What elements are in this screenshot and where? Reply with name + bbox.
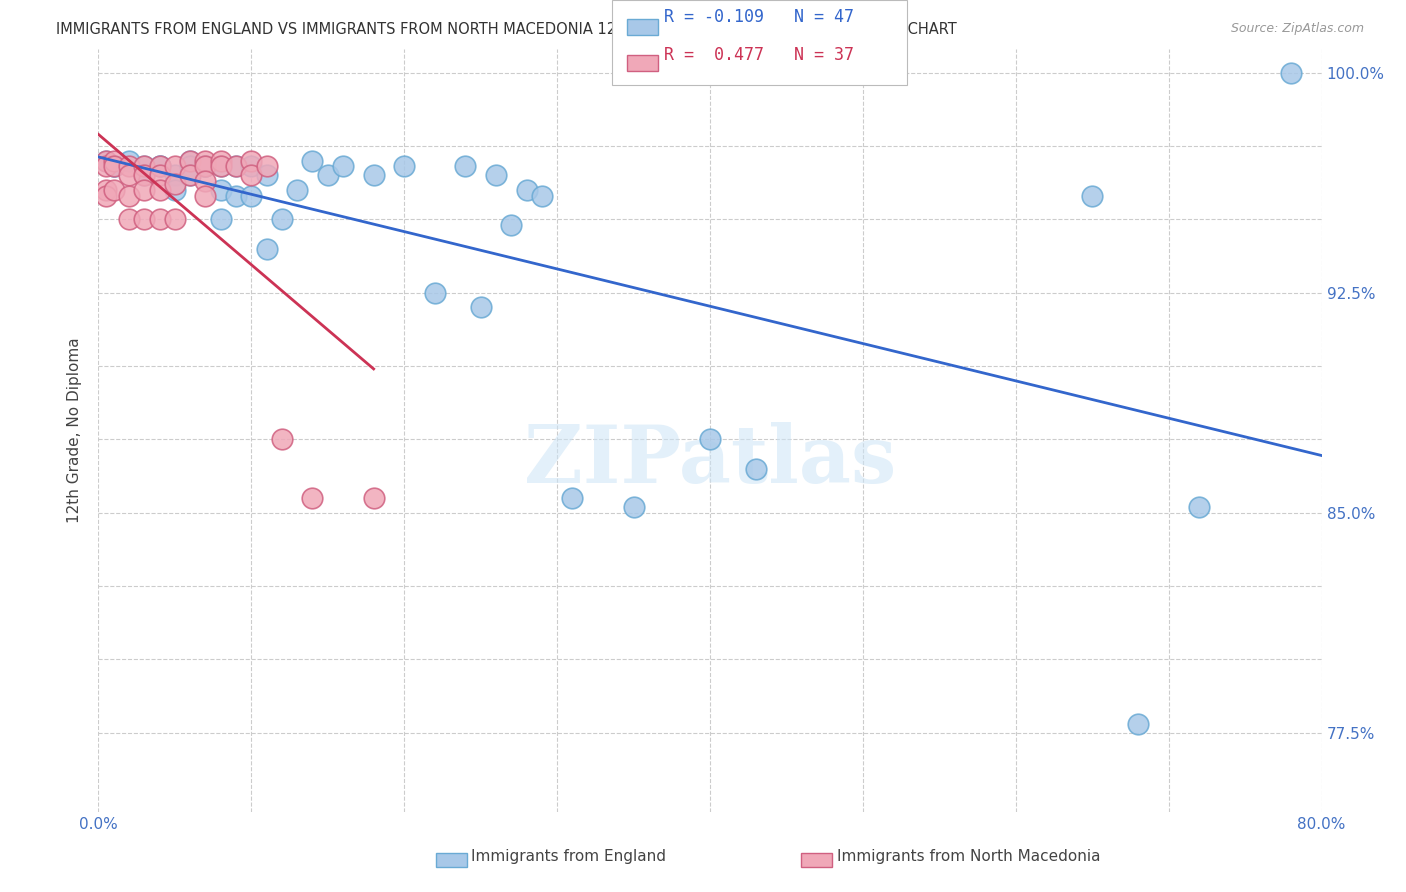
Point — [163, 177, 186, 191]
Point — [363, 491, 385, 505]
Point — [225, 188, 247, 202]
Point — [209, 160, 232, 174]
Text: Immigrants from North Macedonia: Immigrants from North Macedonia — [837, 849, 1099, 863]
Point — [301, 491, 323, 505]
Point — [240, 153, 263, 168]
Text: R = -0.109   N = 47: R = -0.109 N = 47 — [664, 8, 853, 27]
Point — [194, 174, 217, 188]
Point — [103, 153, 125, 168]
Point — [516, 183, 538, 197]
Point — [423, 285, 446, 300]
Point — [1279, 65, 1302, 79]
Point — [149, 160, 172, 174]
Point — [301, 153, 323, 168]
Point — [209, 212, 232, 227]
Point — [103, 160, 125, 174]
Point — [209, 160, 232, 174]
Point — [1081, 188, 1104, 202]
Point — [149, 160, 172, 174]
Point — [316, 168, 339, 182]
Point — [179, 168, 201, 182]
Point — [194, 160, 217, 174]
Point — [332, 160, 354, 174]
Point — [256, 160, 278, 174]
Point — [363, 168, 385, 182]
Point — [194, 160, 217, 174]
Point — [118, 168, 141, 182]
Point — [470, 300, 492, 314]
Point — [454, 160, 477, 174]
Point — [270, 432, 292, 446]
Point — [103, 160, 125, 174]
Point — [134, 183, 156, 197]
Point — [179, 153, 201, 168]
Point — [225, 160, 247, 174]
Point — [1128, 716, 1150, 731]
Point — [149, 183, 172, 197]
Point — [392, 160, 416, 174]
Point — [163, 168, 186, 182]
Point — [623, 500, 645, 514]
Point — [94, 188, 117, 202]
Point — [94, 160, 117, 174]
Point — [118, 188, 141, 202]
Point — [94, 153, 117, 168]
Text: Source: ZipAtlas.com: Source: ZipAtlas.com — [1230, 22, 1364, 36]
Point — [240, 168, 263, 182]
Point — [118, 160, 141, 174]
Point — [134, 168, 156, 182]
Point — [179, 160, 201, 174]
Point — [163, 160, 186, 174]
Point — [194, 153, 217, 168]
Point — [118, 212, 141, 227]
Text: Immigrants from England: Immigrants from England — [471, 849, 666, 863]
Y-axis label: 12th Grade, No Diploma: 12th Grade, No Diploma — [67, 337, 83, 524]
Point — [1188, 500, 1211, 514]
Point — [103, 183, 125, 197]
Point — [194, 188, 217, 202]
Point — [745, 461, 768, 475]
Point — [194, 160, 217, 174]
Point — [149, 212, 172, 227]
Point — [149, 168, 172, 182]
Point — [240, 188, 263, 202]
Point — [285, 183, 308, 197]
Text: ZIPatlas: ZIPatlas — [524, 422, 896, 500]
Point — [256, 242, 278, 256]
Point — [209, 153, 232, 168]
Point — [118, 153, 141, 168]
Point — [485, 168, 508, 182]
Point — [209, 183, 232, 197]
Point — [179, 153, 201, 168]
Point — [225, 160, 247, 174]
Point — [94, 153, 117, 168]
Point — [194, 160, 217, 174]
Point — [179, 168, 201, 182]
Point — [163, 183, 186, 197]
Point — [270, 212, 292, 227]
Point — [103, 160, 125, 174]
Point — [134, 212, 156, 227]
Point — [163, 212, 186, 227]
Point — [561, 491, 583, 505]
Point — [134, 160, 156, 174]
Point — [134, 160, 156, 174]
Point — [134, 168, 156, 182]
Point — [240, 160, 263, 174]
Point — [94, 183, 117, 197]
Point — [149, 160, 172, 174]
Point — [699, 432, 721, 446]
Text: IMMIGRANTS FROM ENGLAND VS IMMIGRANTS FROM NORTH MACEDONIA 12TH GRADE, NO DIPLOM: IMMIGRANTS FROM ENGLAND VS IMMIGRANTS FR… — [56, 22, 957, 37]
Point — [501, 218, 523, 232]
Point — [530, 188, 553, 202]
Point — [256, 168, 278, 182]
Text: R =  0.477   N = 37: R = 0.477 N = 37 — [664, 46, 853, 64]
